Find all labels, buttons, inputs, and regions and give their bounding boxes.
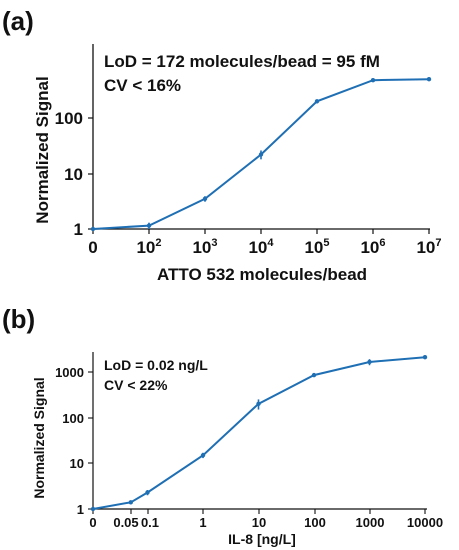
series-b bbox=[90, 354, 428, 512]
y-tick-label-a: 100 bbox=[55, 109, 83, 128]
x-tick-label-b: 1 bbox=[199, 515, 206, 530]
y-tick-label-b: 100 bbox=[62, 411, 84, 426]
x-tick-label-a: 102 bbox=[136, 237, 161, 257]
panel-label-a: (a) bbox=[2, 6, 34, 36]
data-point bbox=[202, 196, 208, 202]
chart-b: (b) LoD = 0.02 ng/L CV < 22% Normalized … bbox=[2, 304, 443, 547]
annotation-cv-a: CV < 16% bbox=[104, 76, 181, 95]
data-point bbox=[200, 453, 206, 458]
x-tick-label-a: 104 bbox=[248, 237, 274, 257]
y-tick-label-b: 10 bbox=[70, 456, 84, 471]
x-tick-label-b: 1000 bbox=[356, 515, 385, 530]
x-tick-label-b: 10000 bbox=[407, 515, 443, 530]
x-tick-label-a: 103 bbox=[192, 237, 217, 257]
x-tick-label-b: 0.1 bbox=[141, 515, 159, 530]
y-tick-label-a: 1 bbox=[74, 220, 83, 239]
x-tick-label-b: 0.05 bbox=[113, 515, 138, 530]
annotation-lod-a: LoD = 172 molecules/bead = 95 fM bbox=[104, 52, 380, 71]
annotation-lod-b: LoD = 0.02 ng/L bbox=[104, 357, 208, 373]
data-point bbox=[145, 490, 150, 495]
x-tick-label-b: 100 bbox=[304, 515, 326, 530]
data-point bbox=[146, 223, 152, 228]
data-point bbox=[370, 77, 376, 83]
y-axis-title-b: Normalized Signal bbox=[31, 377, 47, 498]
chart-a: (a) LoD = 172 molecules/bead = 95 fM CV … bbox=[2, 6, 442, 284]
data-point bbox=[311, 372, 317, 378]
annotation-cv-b: CV < 22% bbox=[104, 377, 168, 393]
series-a bbox=[90, 77, 432, 232]
x-tick-label-b: 10 bbox=[252, 515, 266, 530]
series-line bbox=[92, 356, 426, 510]
x-tick-label-b: 0 bbox=[89, 515, 96, 530]
data-point bbox=[128, 500, 133, 505]
data-point bbox=[90, 226, 96, 232]
y-axis-title-a: Normalized Signal bbox=[33, 76, 52, 223]
data-point bbox=[314, 99, 320, 104]
x-tick-label-a: 106 bbox=[360, 237, 385, 257]
x-tick-label-a: 107 bbox=[416, 237, 441, 257]
x-tick-label-a: 0 bbox=[88, 238, 97, 257]
data-point bbox=[422, 354, 428, 360]
data-point bbox=[258, 152, 264, 157]
data-point bbox=[426, 77, 432, 82]
y-tick-label-a: 10 bbox=[64, 165, 83, 184]
data-point bbox=[90, 506, 96, 512]
x-tick-label-a: 105 bbox=[304, 237, 329, 257]
data-point bbox=[367, 359, 372, 365]
data-point bbox=[256, 401, 261, 407]
x-axis-title-a: ATTO 532 molecules/bead bbox=[157, 265, 367, 284]
panel-label-b: (b) bbox=[2, 304, 35, 334]
y-tick-label-b: 1000 bbox=[55, 365, 84, 380]
x-axis-title-b: IL-8 [ng/L] bbox=[228, 531, 296, 547]
y-tick-label-b: 1 bbox=[77, 502, 84, 517]
